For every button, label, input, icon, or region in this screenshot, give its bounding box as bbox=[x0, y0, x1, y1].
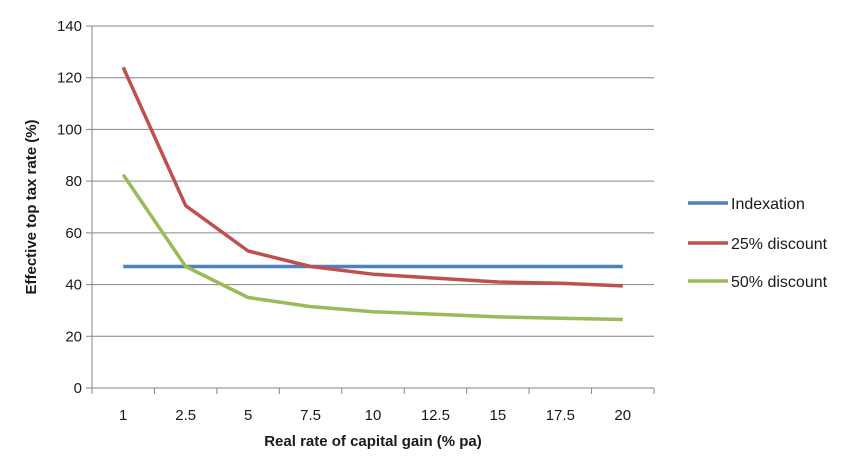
y-tick-label: 60 bbox=[65, 225, 82, 242]
x-tick-label: 15 bbox=[490, 407, 507, 424]
x-tick-label: 20 bbox=[614, 407, 631, 424]
y-tick-label: 100 bbox=[57, 121, 82, 138]
legend-label: 50% discount bbox=[731, 274, 828, 291]
legend-label: 25% discount bbox=[731, 236, 828, 253]
y-tick-label: 140 bbox=[57, 18, 82, 35]
legend: Indexation 25% discount 50% discount bbox=[688, 196, 828, 291]
y-tick-label: 120 bbox=[57, 70, 82, 87]
y-tick-label: 0 bbox=[74, 380, 82, 397]
x-tick-label: 12.5 bbox=[421, 407, 450, 424]
series-lines bbox=[121, 66, 623, 322]
y-tick-label: 20 bbox=[65, 328, 82, 345]
y-tick-label: 40 bbox=[65, 277, 82, 294]
x-tick-label: 5 bbox=[244, 407, 252, 424]
gridlines bbox=[92, 25, 654, 337]
series-line-25-discount bbox=[121, 66, 623, 288]
series-line-50-discount bbox=[121, 173, 623, 322]
axes bbox=[91, 26, 654, 389]
x-tick-label: 2.5 bbox=[175, 407, 196, 424]
y-axis-ticks: 0 20 40 60 80 100 120 140 bbox=[57, 18, 92, 397]
legend-label: Indexation bbox=[731, 196, 805, 213]
x-axis-title: Real rate of capital gain (% pa) bbox=[264, 433, 482, 450]
x-axis-ticks: 1 2.5 5 7.5 10 12.5 15 17.5 20 bbox=[91, 388, 655, 424]
y-axis-title: Effective top tax rate (%) bbox=[23, 119, 40, 294]
x-tick-label: 1 bbox=[119, 407, 127, 424]
y-tick-label: 80 bbox=[65, 173, 82, 190]
x-tick-label: 10 bbox=[365, 407, 382, 424]
x-tick-label: 7.5 bbox=[300, 407, 321, 424]
x-tick-label: 17.5 bbox=[546, 407, 575, 424]
